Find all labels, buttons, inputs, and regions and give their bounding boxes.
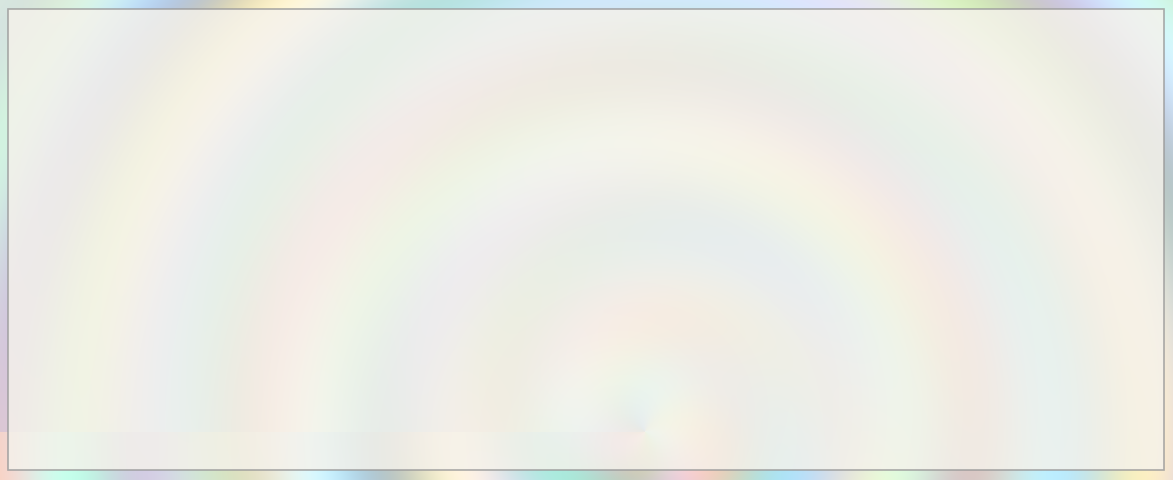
Text: It increases by a factor of 2.: It increases by a factor of 2. [91, 370, 384, 390]
Text: It remains the same.: It remains the same. [91, 299, 307, 319]
Text: It increases by a factor of √2 .: It increases by a factor of √2 . [91, 228, 404, 250]
Text: Two point charges, Q₁ and Q₂, are separated by a distance R. If the magnitudes o: Two point charges, Q₁ and Q₂, are separa… [35, 62, 1144, 82]
Text: exerts on the other one?: exerts on the other one? [35, 230, 308, 250]
Text: none of the given choices: none of the given choices [91, 440, 360, 460]
Text: doubled and their separation is also doubled, what happens to the electrical for: doubled and their separation is also dou… [35, 146, 1147, 166]
